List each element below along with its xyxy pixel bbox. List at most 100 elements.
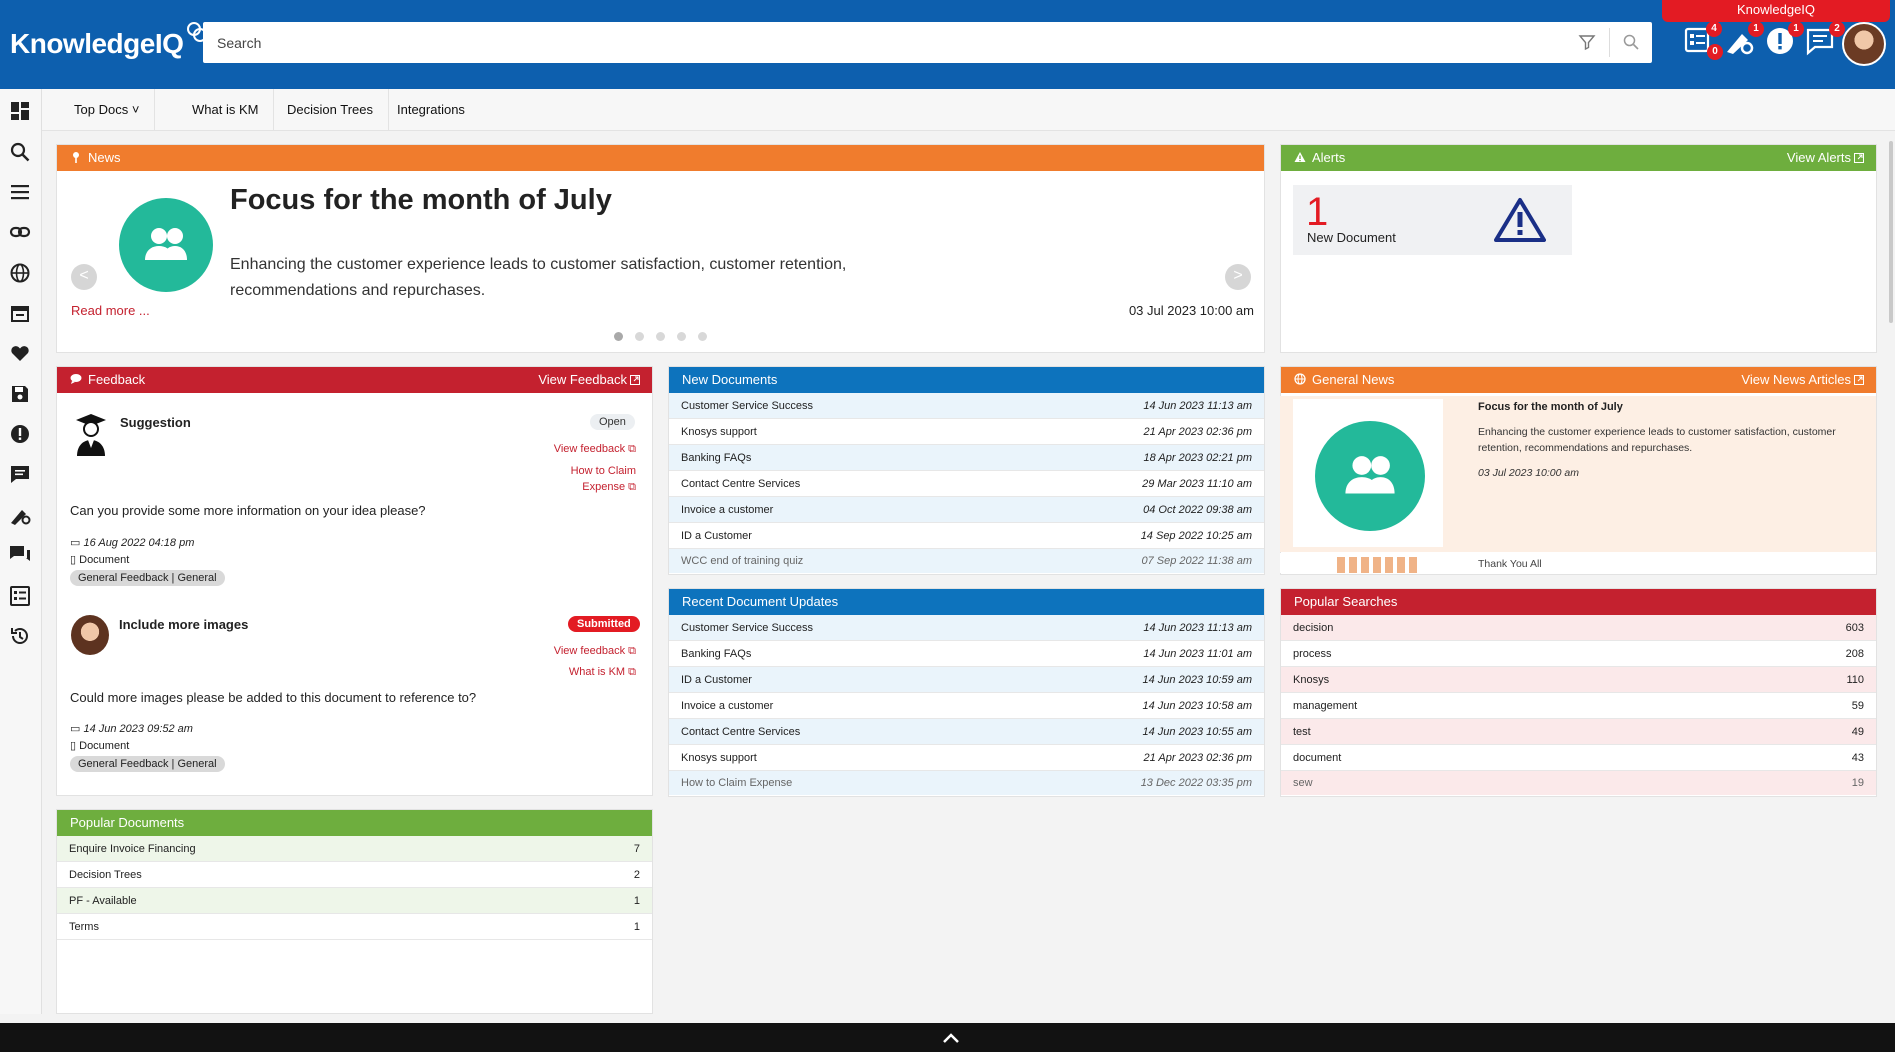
view-alerts-link[interactable]: View Alerts [1787, 145, 1864, 171]
app-logo[interactable]: KnowledgeIQ [10, 22, 208, 60]
save-icon[interactable] [9, 383, 31, 405]
alert-count: 1 [1306, 190, 1329, 234]
general-news-title[interactable]: Focus for the month of July [1478, 401, 1623, 413]
view-feedback-link[interactable]: View Feedback [538, 367, 640, 393]
list-item[interactable]: Knosys support 21 Apr 2023 02:36 pm [669, 419, 1264, 445]
alerts-header-label: Alerts [1312, 150, 1346, 165]
globe-icon [1294, 373, 1306, 385]
list-item[interactable]: sew 19 [1281, 771, 1876, 795]
brand-tab[interactable]: KnowledgeIQ [1662, 0, 1890, 22]
globe-icon[interactable] [9, 262, 31, 284]
news-next-button[interactable]: > [1225, 264, 1251, 290]
history-icon[interactable] [9, 625, 31, 647]
carousel-dot[interactable] [677, 332, 686, 341]
menu-item-top-docs[interactable]: Top Docs ˅ [59, 89, 156, 131]
messages-icon[interactable] [1805, 26, 1835, 56]
search-icon[interactable] [9, 141, 31, 163]
settings-wand-icon[interactable] [1724, 26, 1754, 56]
chat-icon[interactable] [9, 544, 31, 566]
dashboard-icon[interactable] [9, 100, 31, 122]
search-icon[interactable] [1622, 33, 1640, 51]
tasks-overdue-badge: 0 [1707, 44, 1723, 60]
view-feedback-link[interactable]: View feedback ⧉ [553, 443, 636, 455]
alerts-header: Alerts View Alerts [1281, 145, 1876, 171]
related-document-link[interactable]: How to Claim Expense ⧉ [570, 465, 636, 493]
list-item[interactable]: Banking FAQs 18 Apr 2023 02:21 pm [669, 445, 1264, 471]
list-item[interactable]: Invoice a customer 14 Jun 2023 10:58 am [669, 693, 1264, 719]
avatar [71, 615, 109, 655]
search-input[interactable] [203, 22, 1543, 63]
alerts-panel: Alerts View Alerts [1280, 144, 1877, 353]
user-avatar[interactable] [1842, 22, 1886, 66]
tasks-icon[interactable] [1683, 26, 1713, 56]
news-prev-button[interactable]: < [71, 264, 97, 290]
users-icon [1345, 456, 1395, 494]
settings-wand-icon[interactable] [9, 504, 31, 526]
menu-item-decision-trees[interactable]: Decision Trees [272, 89, 389, 131]
list-item[interactable]: decision 603 [1281, 615, 1876, 641]
feedback-title[interactable]: Include more images [119, 617, 249, 632]
chevron-up-icon[interactable] [942, 1031, 960, 1045]
alert-card-new-document[interactable]: 1 New Document [1293, 185, 1572, 255]
carousel-dot[interactable] [656, 332, 665, 341]
filter-icon[interactable] [1578, 33, 1596, 51]
scrollbar[interactable] [1889, 141, 1893, 323]
related-document-link[interactable]: What is KM ⧉ [568, 666, 636, 678]
general-news-next-item[interactable]: Thank You All [1280, 553, 1876, 573]
menu-item-integrations[interactable]: Integrations [397, 102, 465, 117]
heart-icon[interactable] [9, 342, 31, 364]
new-documents-list: Customer Service Success 14 Jun 2023 11:1… [669, 393, 1264, 573]
app-name: KnowledgeIQ [10, 28, 184, 59]
list-item[interactable]: Contact Centre Services 14 Jun 2023 10:55… [669, 719, 1264, 745]
messages-badge: 2 [1829, 21, 1845, 37]
news-body: Enhancing the customer experience leads … [230, 256, 847, 298]
list-item[interactable]: PF - Available 1 [57, 888, 652, 914]
alert-circle-icon[interactable] [1765, 26, 1795, 56]
list-item[interactable]: Knosys 110 [1281, 667, 1876, 693]
list-item[interactable]: WCC end of training quiz 07 Sep 2022 11:3… [669, 549, 1264, 573]
list-item[interactable]: Banking FAQs 14 Jun 2023 11:01 am [669, 641, 1264, 667]
list-item[interactable]: management 59 [1281, 693, 1876, 719]
list-item[interactable]: Enquire Invoice Financing 7 [57, 836, 652, 862]
list-item[interactable]: document 43 [1281, 745, 1876, 771]
carousel-dot[interactable] [614, 332, 623, 341]
calendar-icon[interactable] [9, 302, 31, 324]
list-item[interactable]: process 208 [1281, 641, 1876, 667]
menu-icon[interactable] [9, 181, 31, 203]
list-item[interactable]: ID a Customer 14 Sep 2022 10:25 am [669, 523, 1264, 549]
news-title[interactable]: Focus for the month of July [230, 184, 612, 216]
calendar-icon: ▭ [70, 537, 81, 549]
carousel-dot[interactable] [698, 332, 707, 341]
link-icon[interactable] [9, 221, 31, 243]
list-item[interactable]: How to Claim Expense 13 Dec 2022 03:35 pm [669, 771, 1264, 795]
feedback-title[interactable]: Suggestion [120, 415, 191, 430]
document-icon: ▯ [70, 554, 77, 566]
news-date: 03 Jul 2023 10:00 am [1128, 303, 1254, 318]
status-badge: Open [590, 414, 635, 430]
users-icon [145, 228, 187, 260]
popular-searches-list: decision 603 process 208 Knosys 110 managem… [1281, 615, 1876, 795]
list-item[interactable]: ID a Customer 14 Jun 2023 10:59 am [669, 667, 1264, 693]
recent-updates-list: Customer Service Success 14 Jun 2023 11:1… [669, 615, 1264, 795]
general-news-header: General News View News Articles [1281, 367, 1876, 393]
list-item[interactable]: Customer Service Success 14 Jun 2023 11:1… [669, 615, 1264, 641]
list-item[interactable]: Customer Service Success 14 Jun 2023 11:1… [669, 393, 1264, 419]
news-read-more-link[interactable]: Read more ... [71, 303, 150, 318]
view-feedback-link[interactable]: View feedback ⧉ [553, 645, 636, 657]
group-photo-thumbnail [1337, 557, 1421, 573]
alert-icon[interactable] [9, 423, 31, 445]
list-item[interactable]: Contact Centre Services 29 Mar 2023 11:10… [669, 471, 1264, 497]
list-item[interactable]: Knosys support 21 Apr 2023 02:36 pm [669, 745, 1264, 771]
carousel-dot[interactable] [635, 332, 644, 341]
list-item[interactable]: Terms 1 [57, 914, 652, 940]
list-item[interactable]: test 49 [1281, 719, 1876, 745]
comment-icon[interactable] [9, 463, 31, 485]
list-icon[interactable] [9, 585, 31, 607]
list-item[interactable]: Decision Trees 2 [57, 862, 652, 888]
general-news-date: 03 Jul 2023 10:00 am [1478, 467, 1579, 479]
view-news-articles-link[interactable]: View News Articles [1741, 367, 1864, 393]
search-divider [1609, 28, 1610, 57]
menu-item-what-is-km[interactable]: What is KM [177, 89, 275, 131]
feedback-question: Can you provide some more information on… [70, 503, 426, 518]
list-item[interactable]: Invoice a customer 04 Oct 2022 09:38 am [669, 497, 1264, 523]
